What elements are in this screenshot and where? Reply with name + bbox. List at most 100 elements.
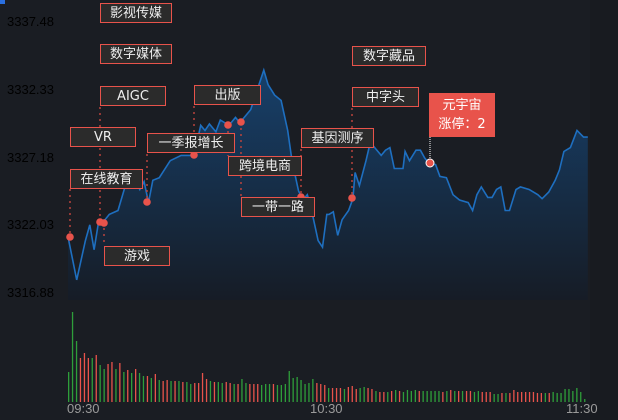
volume-bar — [87, 358, 89, 402]
annotation-tag[interactable]: 数字媒体 — [100, 44, 172, 64]
volume-bar — [568, 389, 570, 402]
y-tick-label: 3337.48 — [7, 14, 54, 29]
volume-bar — [473, 392, 476, 402]
volume-bar — [387, 392, 389, 402]
volume-bar — [154, 374, 156, 402]
volume-bar — [170, 381, 172, 402]
price-line — [67, 67, 588, 281]
volume-bar — [552, 392, 554, 402]
annotation-tag[interactable]: 在线教育 — [70, 169, 143, 189]
volume-bar — [528, 392, 531, 402]
volume-bar — [308, 383, 310, 402]
event-marker — [66, 233, 74, 241]
volume-bar — [71, 312, 74, 402]
volume-bar — [209, 381, 212, 402]
volume-bar — [221, 383, 223, 402]
volume-bar — [497, 394, 499, 402]
volume-bar — [355, 389, 357, 402]
volume-bar — [272, 384, 275, 402]
annotation-tag[interactable]: AIGC — [100, 86, 166, 106]
volume-bar — [198, 383, 200, 402]
price-area — [68, 70, 588, 300]
volume-bar — [501, 393, 503, 402]
annotation-tag[interactable]: 一季报增长 — [147, 133, 235, 153]
volume-bar — [91, 358, 93, 402]
volume-bar — [288, 371, 290, 402]
volume-bar — [107, 364, 109, 402]
volume-bar — [548, 393, 550, 402]
volume-bar — [335, 388, 338, 402]
volume-bar — [572, 391, 574, 402]
volume-bar — [115, 369, 117, 402]
volume-bar — [178, 381, 180, 402]
volume-bar — [158, 380, 160, 402]
volume-bar — [201, 373, 204, 402]
volume-bar — [450, 390, 452, 402]
volume-bar — [485, 392, 487, 402]
volume-bar — [410, 391, 412, 402]
volume-bar — [111, 362, 113, 402]
volume-bar — [190, 384, 192, 402]
volume-bar — [560, 393, 562, 402]
volume-bar — [367, 388, 369, 402]
annotation-tag[interactable]: 影视传媒 — [100, 3, 172, 23]
volume-bar — [493, 394, 495, 402]
volume-bar — [95, 355, 97, 402]
volume-bar — [339, 388, 342, 402]
corner-marker — [0, 0, 5, 4]
annotation-tag[interactable]: VR — [70, 127, 136, 147]
volume-bar — [68, 372, 70, 402]
volume-bar — [540, 393, 542, 402]
annotation-tag[interactable]: 出版 — [194, 85, 261, 105]
x-tick-label: 09:30 — [67, 401, 100, 416]
volume-bar — [150, 378, 152, 402]
x-tick-label: 10:30 — [310, 401, 343, 416]
volume-bar — [205, 379, 208, 402]
volume-bar — [461, 391, 464, 402]
volume-bar — [532, 392, 535, 402]
volume-bar — [469, 391, 472, 402]
volume-bar — [398, 391, 401, 402]
volume-bar — [268, 384, 271, 402]
annotation-tag[interactable]: 中字头 — [352, 87, 419, 107]
volume-bar — [103, 369, 105, 402]
active-marker — [425, 158, 435, 168]
volume-bar — [375, 391, 377, 402]
annotation-tag[interactable]: 游戏 — [104, 246, 170, 266]
annotation-tag[interactable]: 跨境电商 — [228, 156, 302, 176]
annotation-tag[interactable]: 数字藏品 — [352, 46, 426, 66]
tooltip-title: 元宇宙 — [442, 98, 482, 113]
x-tick-label: 11:30 — [566, 401, 598, 416]
volume-bar — [434, 391, 436, 402]
volume-bar — [426, 391, 428, 402]
event-marker — [143, 198, 151, 206]
volume-bar — [359, 388, 361, 402]
volume-bar — [454, 391, 456, 402]
volume-bar — [509, 393, 511, 402]
volume-bar — [402, 392, 405, 402]
volume-bar — [481, 392, 483, 402]
annotation-tag[interactable]: 基因测序 — [301, 128, 374, 148]
tooltip: 元宇宙 涨停：2 — [429, 93, 495, 137]
volume-bar — [146, 376, 149, 402]
volume-bar — [564, 389, 566, 402]
volume-bar — [363, 387, 365, 402]
volume-bar — [328, 388, 330, 402]
annotation-tag[interactable]: 一带一路 — [241, 197, 315, 217]
volume-bar — [162, 381, 164, 402]
volume-bar — [505, 393, 507, 402]
y-tick-label: 3327.18 — [7, 150, 54, 165]
volume-bar — [395, 390, 397, 402]
y-tick-label: 3332.33 — [7, 82, 54, 97]
volume-bar — [276, 385, 279, 402]
volume-bar — [312, 379, 314, 402]
volume-bar — [304, 384, 306, 402]
volume-bar — [119, 363, 121, 402]
volume-bar — [99, 365, 101, 402]
volume-bar — [229, 383, 231, 402]
volume-bar — [351, 386, 353, 402]
volume-bar — [186, 382, 188, 402]
volume-bar — [217, 382, 219, 402]
event-marker — [224, 121, 232, 129]
